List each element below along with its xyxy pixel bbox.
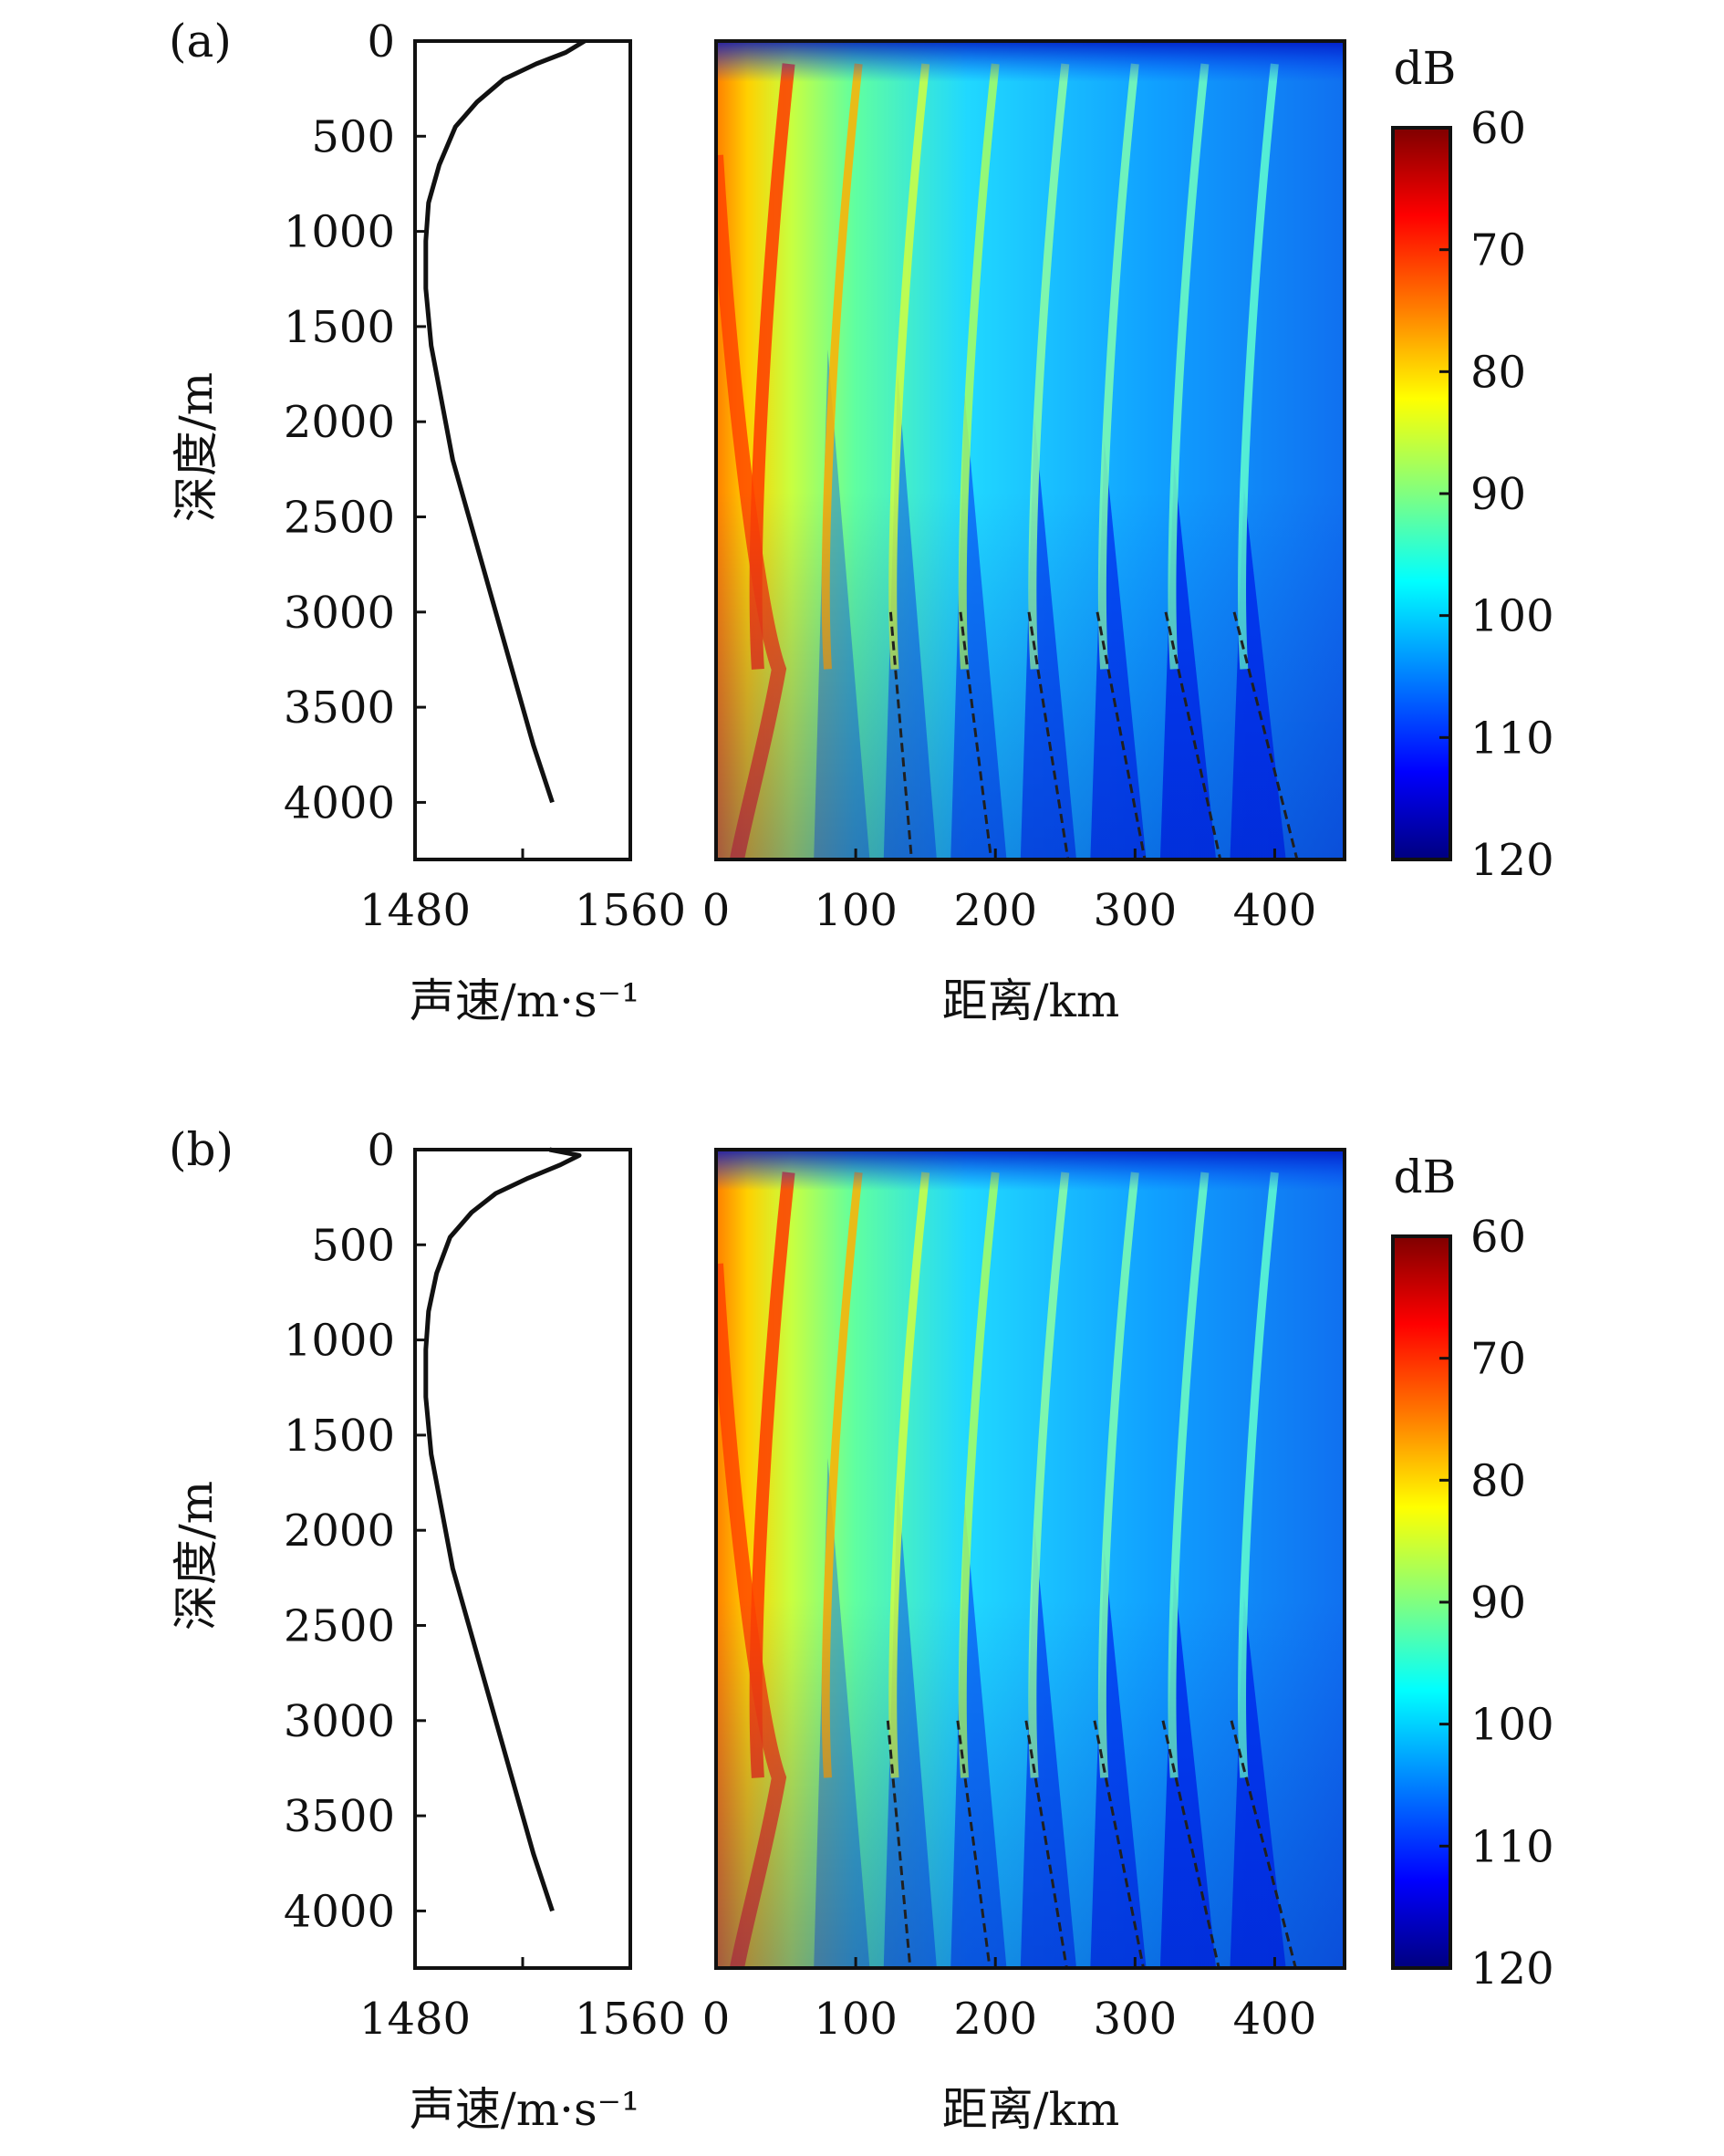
- panel-label: (b): [169, 1123, 234, 1176]
- panel-label: (a): [169, 15, 232, 68]
- sound-speed-line: [423, 1147, 582, 1912]
- colorbar-tick-label: 60: [1470, 103, 1526, 154]
- dashed-shadow-edge: [1096, 611, 1147, 859]
- y-tick-label: 2500: [284, 493, 395, 544]
- x-tick-label: 0: [702, 885, 731, 936]
- colorbar-label: dB: [1394, 42, 1457, 95]
- y-tick-label: 4000: [284, 1886, 395, 1937]
- colorbar-tick-label: 100: [1470, 591, 1554, 642]
- y-tick-label: 3500: [284, 1791, 395, 1842]
- x-tick-label: 1480: [359, 1994, 471, 2045]
- dashed-shadow-edge: [1093, 1720, 1145, 1968]
- heatmap-image: [716, 1150, 1345, 1968]
- y-tick-label: 500: [311, 1220, 395, 1271]
- y-tick-label: 1500: [284, 1411, 395, 1462]
- y-axis-label: 深度/m: [170, 1481, 223, 1630]
- sound-speed-axes: [413, 1148, 632, 1970]
- heatmap-axes: [714, 39, 1346, 861]
- y-tick-label: 1000: [284, 1316, 395, 1367]
- x-tick-label: 200: [953, 885, 1037, 936]
- x-tick-label: 300: [1094, 1994, 1178, 2045]
- y-tick-label: 500: [311, 111, 395, 162]
- colorbar-tick-label: 90: [1470, 469, 1526, 520]
- colorbar-tick-label: 80: [1470, 1455, 1526, 1506]
- colorbar-tick-label: 110: [1470, 713, 1554, 764]
- dashed-shadow-edge: [1027, 611, 1070, 859]
- dashed-shadow-edge: [1161, 1720, 1220, 1968]
- colorbar-tick-label: 120: [1470, 1943, 1554, 1995]
- y-tick-label: 0: [367, 1125, 395, 1176]
- colorbar-tick-label: 70: [1470, 1334, 1526, 1385]
- colorbar-tick-label: 110: [1470, 1821, 1554, 1872]
- y-tick-label: 1000: [284, 207, 395, 258]
- sound-speed-axes: [413, 39, 632, 861]
- x-tick-label: 100: [814, 1994, 898, 2045]
- x-axis-label: 声速/m·s⁻¹: [410, 2083, 639, 2136]
- x-axis-label: 距离/km: [942, 2083, 1120, 2136]
- dashed-shadow-edge: [1230, 1720, 1297, 1968]
- x-tick-label: 0: [702, 1994, 731, 2045]
- dashed-shadow-edge: [1024, 1720, 1068, 1968]
- sound-speed-line: [423, 38, 587, 804]
- x-tick-label: 400: [1233, 1994, 1317, 2045]
- y-tick-label: 4000: [284, 777, 395, 828]
- x-tick-label: 400: [1233, 885, 1317, 936]
- y-axis-label: 深度/m: [170, 372, 223, 522]
- dashed-shadow-edge: [886, 1720, 912, 1968]
- x-tick-label: 1560: [575, 885, 686, 936]
- bottom-layer: [716, 1150, 1345, 1968]
- y-tick-label: 2500: [284, 1601, 395, 1652]
- y-tick-label: 3000: [284, 588, 395, 639]
- y-tick-label: 2000: [284, 1505, 395, 1557]
- colorbar-label: dB: [1394, 1151, 1457, 1203]
- colorbar-tick-label: 100: [1470, 1700, 1554, 1751]
- x-axis-label: 声速/m·s⁻¹: [410, 974, 639, 1027]
- y-tick-label: 2000: [284, 397, 395, 448]
- colorbar-tick-label: 90: [1470, 1578, 1526, 1629]
- heatmap-axes: [714, 1148, 1346, 1970]
- y-tick-label: 3000: [284, 1696, 395, 1747]
- y-tick-label: 0: [367, 16, 395, 68]
- x-tick-label: 300: [1094, 885, 1178, 936]
- y-tick-label: 3500: [284, 682, 395, 734]
- colorbar-tick-label: 60: [1470, 1212, 1526, 1263]
- x-axis-label: 距离/km: [942, 974, 1120, 1027]
- dashed-shadow-edge: [956, 1720, 992, 1968]
- colorbar-tick-label: 120: [1470, 835, 1554, 886]
- x-tick-label: 1480: [359, 885, 471, 936]
- dashed-shadow-edge: [888, 611, 913, 859]
- colorbar-tick-label: 70: [1470, 225, 1526, 276]
- dashed-shadow-edge: [959, 611, 993, 859]
- heatmap-image: [716, 41, 1345, 859]
- y-tick-label: 1500: [284, 302, 395, 353]
- bottom-layer: [716, 41, 1345, 859]
- x-tick-label: 1560: [575, 1994, 686, 2045]
- x-tick-label: 200: [953, 1994, 1037, 2045]
- dashed-shadow-edge: [1232, 611, 1299, 859]
- colorbar-tick-label: 80: [1470, 347, 1526, 398]
- x-tick-label: 100: [814, 885, 898, 936]
- dashed-shadow-edge: [1164, 611, 1222, 859]
